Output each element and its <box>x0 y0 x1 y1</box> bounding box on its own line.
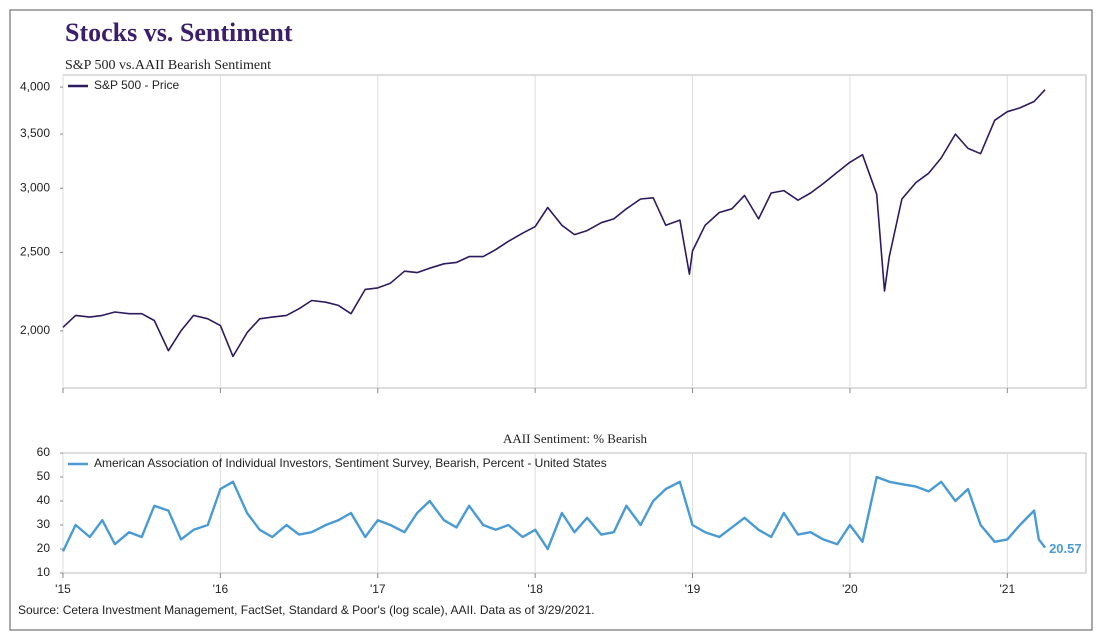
y-tick-label: 2,000 <box>20 323 50 337</box>
plot-area <box>62 452 1087 574</box>
x-tick-label: '18 <box>527 582 543 596</box>
y-tick-label: 2,500 <box>20 245 50 259</box>
plot-area <box>62 74 1087 389</box>
chart-title: Stocks vs. Sentiment <box>65 18 293 47</box>
y-tick-label: 3,500 <box>20 126 50 140</box>
y-tick-label: 60 <box>37 445 51 459</box>
x-tick-label: '16 <box>213 582 229 596</box>
x-tick-label: '21 <box>999 582 1015 596</box>
x-tick-label: '19 <box>685 582 701 596</box>
data-line <box>61 475 1047 552</box>
chart-subtitle: S&P 500 vs.AAII Bearish Sentiment <box>65 58 271 73</box>
x-tick-label: '20 <box>842 582 858 596</box>
y-tick-label: 30 <box>37 517 51 531</box>
data-line <box>62 89 1046 358</box>
outer-border <box>9 9 1093 631</box>
y-tick-label: 40 <box>37 493 51 507</box>
end-value-label: 20.57 <box>1049 541 1082 556</box>
y-tick-label: 10 <box>37 565 51 579</box>
legend-label: American Association of Individual Inves… <box>94 456 607 470</box>
x-tick-label: '17 <box>370 582 386 596</box>
x-tick-label: '15 <box>55 582 71 596</box>
y-tick-label: 4,000 <box>20 79 50 93</box>
source-note: Source: Cetera Investment Management, Fa… <box>18 603 595 617</box>
y-tick-label: 3,000 <box>20 180 50 194</box>
panel-title: AAII Sentiment: % Bearish <box>503 431 648 446</box>
y-tick-label: 50 <box>37 469 51 483</box>
legend-label: S&P 500 - Price <box>94 78 179 92</box>
y-tick-label: 20 <box>37 541 51 555</box>
